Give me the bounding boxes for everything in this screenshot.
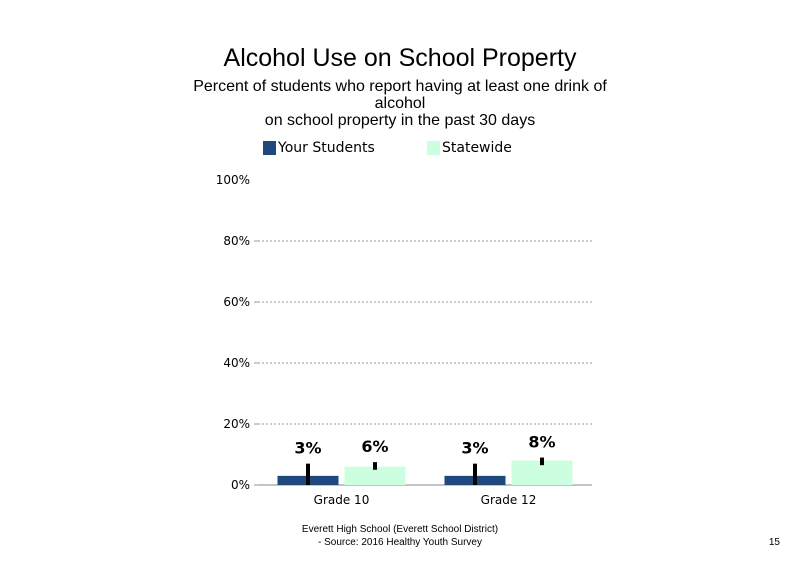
y-tick-label: 20% — [223, 417, 250, 431]
y-tick-label: 100% — [216, 173, 250, 187]
data-label: 6% — [361, 437, 388, 456]
legend-swatch-your-students — [263, 141, 276, 155]
bar-statewide-grade-10 — [344, 466, 406, 485]
chart-title: Alcohol Use on School Property — [223, 44, 577, 72]
data-label: 3% — [294, 439, 321, 458]
y-tick-label: 0% — [231, 478, 250, 492]
data-label: 8% — [528, 433, 555, 452]
subtitle-line-3: on school property in the past 30 days — [264, 112, 536, 129]
y-tick-label: 80% — [223, 234, 250, 248]
data-label: 3% — [461, 439, 488, 458]
x-tick-label: Grade 12 — [481, 493, 537, 507]
chart-subtitle: Percent of students who report having at… — [170, 78, 630, 129]
legend-label-your-students: Your Students — [278, 140, 375, 156]
legend-swatch-statewide — [427, 141, 440, 155]
x-tick-label: Grade 10 — [314, 493, 370, 507]
subtitle-line-2: alcohol — [374, 95, 426, 112]
legend-label-statewide: Statewide — [442, 140, 512, 156]
y-tick-label: 40% — [223, 356, 250, 370]
page-number: 15 — [768, 537, 780, 548]
footer-line-2: - Source: 2016 Healthy Youth Survey — [318, 537, 482, 548]
footer-line-1: Everett High School (Everett School Dist… — [301, 524, 499, 535]
subtitle-line-1: Percent of students who report having at… — [193, 78, 607, 95]
footer-source: Everett High School (Everett School Dist… — [240, 523, 560, 549]
y-tick-label: 60% — [223, 295, 250, 309]
